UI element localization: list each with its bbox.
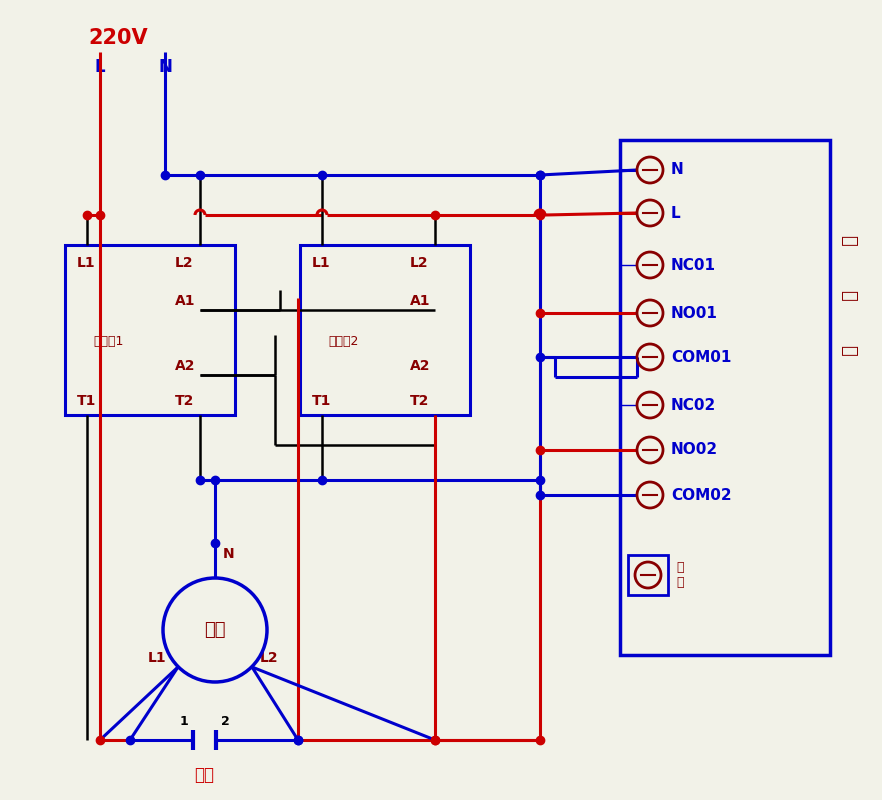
Text: T1: T1 — [312, 394, 332, 408]
Bar — [65, 245, 235, 415]
Bar — [620, 140, 830, 655]
Text: N: N — [671, 162, 684, 178]
Text: T2: T2 — [410, 394, 430, 408]
Text: NO02: NO02 — [671, 442, 718, 458]
Text: COM02: COM02 — [671, 487, 732, 502]
Text: T2: T2 — [175, 394, 194, 408]
Text: 按
钮: 按 钮 — [676, 561, 684, 589]
Text: N: N — [223, 547, 235, 561]
Text: 接触器2: 接触器2 — [328, 335, 358, 348]
Text: L: L — [94, 58, 105, 76]
Text: A1: A1 — [175, 294, 196, 308]
Text: A2: A2 — [410, 359, 430, 373]
Text: 2: 2 — [221, 715, 229, 728]
Text: NO01: NO01 — [671, 306, 718, 321]
Text: L1: L1 — [148, 651, 167, 665]
Text: COM01: COM01 — [671, 350, 731, 365]
Text: L2: L2 — [410, 256, 429, 270]
Text: A1: A1 — [410, 294, 430, 308]
Text: N: N — [158, 58, 172, 76]
Text: 器: 器 — [839, 345, 857, 355]
Text: NC02: NC02 — [671, 398, 716, 413]
Text: A2: A2 — [175, 359, 196, 373]
Text: L: L — [671, 206, 681, 221]
Text: L1: L1 — [312, 256, 331, 270]
Text: L2: L2 — [260, 651, 279, 665]
Text: L1: L1 — [77, 256, 95, 270]
Text: 倒: 倒 — [839, 234, 857, 246]
Text: NC01: NC01 — [671, 258, 716, 273]
Text: 顺: 顺 — [839, 290, 857, 300]
Bar — [628, 555, 668, 595]
Bar — [300, 245, 470, 415]
Text: L2: L2 — [175, 256, 194, 270]
Text: 接触器1: 接触器1 — [93, 335, 123, 348]
Text: 电容: 电容 — [194, 766, 214, 784]
Text: 1: 1 — [179, 715, 188, 728]
Text: 220V: 220V — [88, 28, 147, 48]
Text: T1: T1 — [77, 394, 96, 408]
Text: 电机: 电机 — [205, 621, 226, 639]
